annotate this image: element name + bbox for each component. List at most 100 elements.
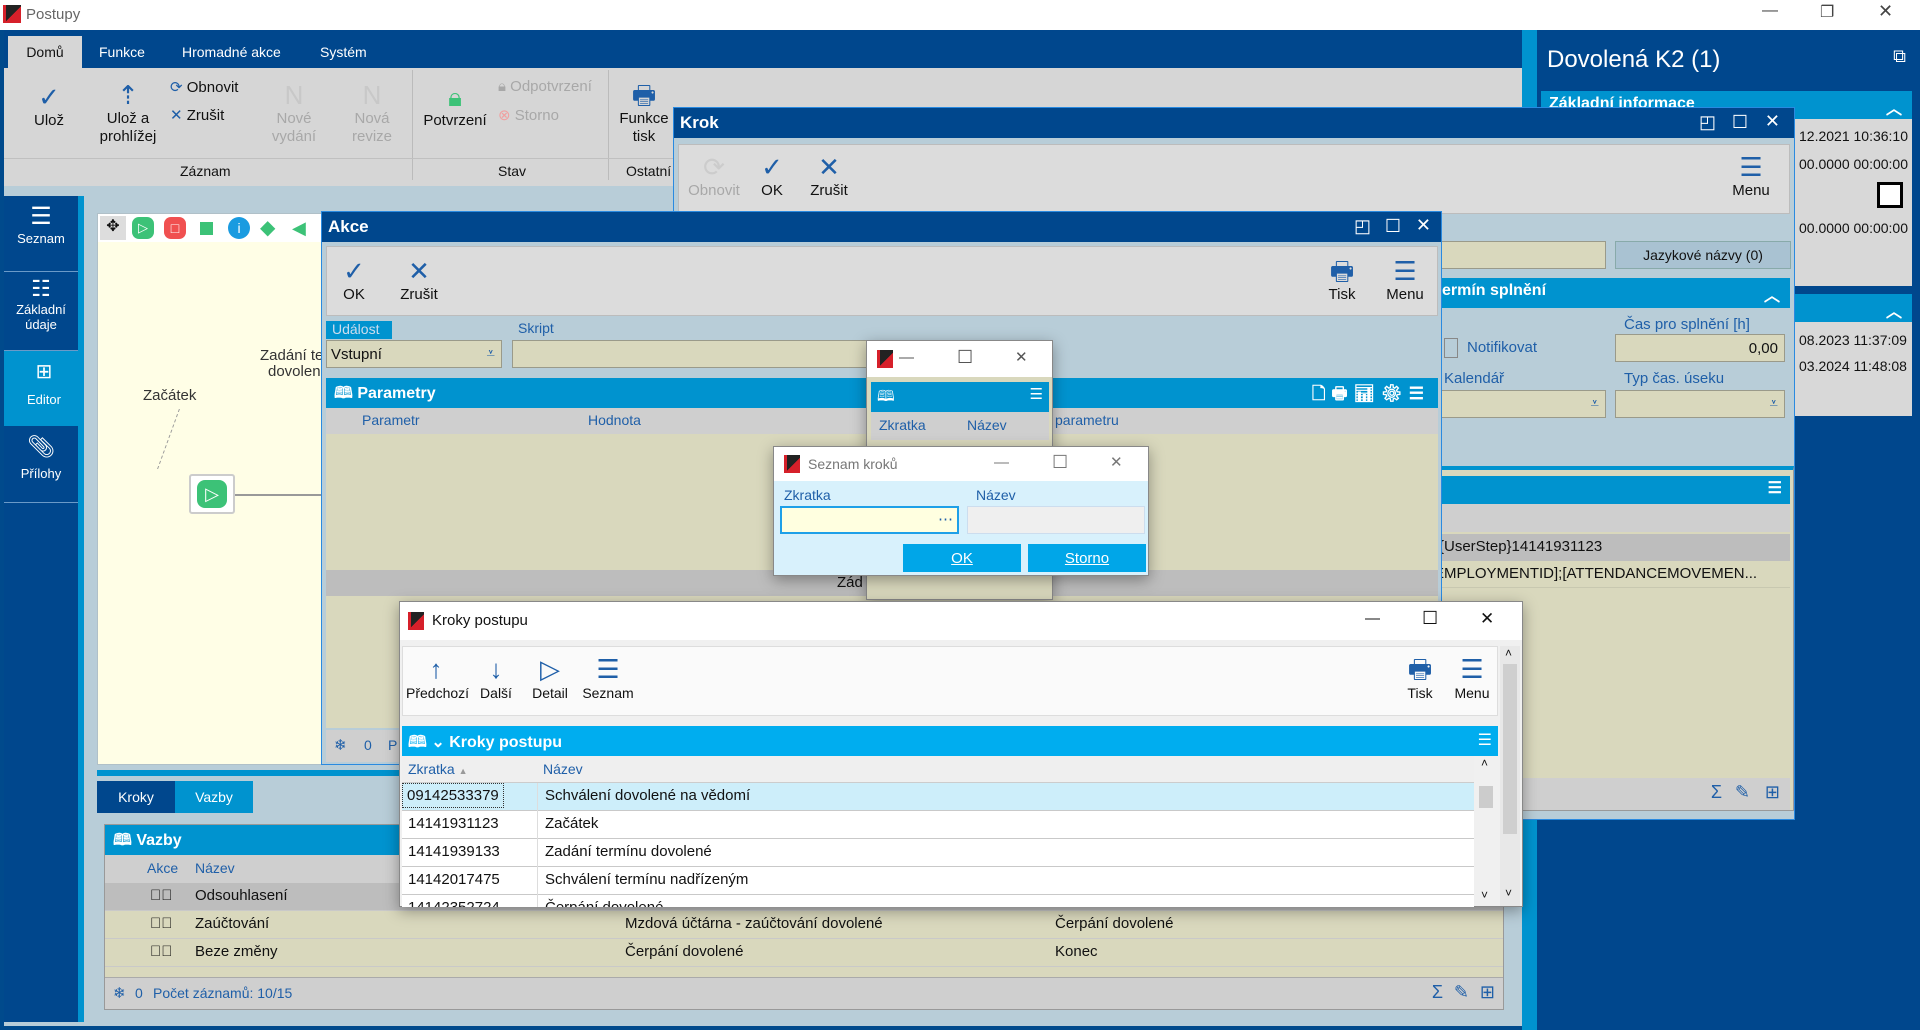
close-icon[interactable]: ✕ bbox=[1110, 454, 1123, 471]
notify-checkbox[interactable] bbox=[1444, 338, 1458, 358]
akce-print-button[interactable]: 🖶︎ Tisk bbox=[1322, 256, 1362, 304]
dock-icon[interactable]: ◰ bbox=[1353, 216, 1371, 236]
checkbox[interactable] bbox=[1877, 182, 1903, 208]
print-button[interactable]: 🖶︎ Tisk bbox=[1400, 654, 1440, 703]
table-row[interactable]: 09142533379 Schválení dovolené na vědomí bbox=[402, 783, 1474, 811]
calendar-select[interactable]: ⩡ bbox=[1434, 390, 1606, 418]
storno-button[interactable]: ⊗ Storno bbox=[498, 107, 559, 124]
next-button[interactable]: ↓ Další bbox=[476, 654, 516, 703]
table-row[interactable]: ✓⃝ Zaúčtování Mzdová účtárna - zaúčtování … bbox=[105, 911, 1503, 939]
table-row[interactable]: 14141931123 Začátek bbox=[402, 811, 1474, 839]
minimize-icon[interactable]: — bbox=[1365, 610, 1380, 627]
cancel-button[interactable]: ✕ Zrušit bbox=[170, 107, 225, 124]
unconfirm-button[interactable]: 🔒︎ Odpotvrzení bbox=[498, 78, 592, 95]
tab-hromadne-akce[interactable]: Hromadné akce bbox=[182, 44, 281, 60]
prev-button[interactable]: ↑ Předchozí bbox=[406, 654, 470, 701]
edit-icon[interactable]: ✎ bbox=[1453, 982, 1469, 1002]
sidebar-item-editor[interactable]: ⊞ Editor bbox=[4, 351, 84, 426]
dock-icon[interactable]: ◰ bbox=[1698, 112, 1716, 132]
maximize-icon[interactable]: ☐ bbox=[1422, 608, 1439, 628]
sum-icon[interactable]: Σ bbox=[1710, 782, 1722, 802]
krok-refresh-button[interactable]: ⟳ Obnovit bbox=[686, 152, 742, 200]
detail-button[interactable]: ▷ Detail bbox=[528, 654, 572, 703]
sidebar-item-prilohy[interactable]: 📎︎ Přílohy bbox=[4, 426, 78, 503]
name-field[interactable] bbox=[1434, 241, 1606, 269]
hamburger-icon[interactable]: ☰ bbox=[1767, 480, 1782, 497]
new-issue-button[interactable]: N Nové vydání bbox=[266, 80, 322, 146]
col-zkratka[interactable]: Zkratka ▲ bbox=[408, 761, 468, 777]
sidebar-item-seznam[interactable]: ☰ Seznam bbox=[4, 196, 78, 272]
table-row[interactable]: 14141939133 Zadání termínu dovolené bbox=[402, 839, 1474, 867]
akce-menu-button[interactable]: ☰ Menu bbox=[1380, 256, 1430, 304]
add-record-icon[interactable]: ⊞ bbox=[1479, 982, 1495, 1002]
minimize-icon[interactable]: — bbox=[994, 454, 1009, 471]
end-node-tool-icon[interactable]: □ bbox=[164, 217, 186, 239]
close-icon[interactable]: ✕ bbox=[1764, 111, 1780, 131]
event-select[interactable]: Vstupní ⩡ bbox=[326, 340, 502, 368]
menu-button[interactable]: ☰ Menu bbox=[1450, 654, 1494, 703]
decision-tool-icon[interactable]: ◆ bbox=[260, 217, 276, 239]
period-select[interactable]: ⩡ bbox=[1615, 390, 1785, 418]
col-nazev[interactable]: Název bbox=[967, 417, 1007, 433]
code-input[interactable]: ⋯ bbox=[780, 506, 959, 534]
move-tool-icon[interactable]: ✥ bbox=[100, 216, 126, 240]
deadline-section-header[interactable]: ermín splnění ︿ bbox=[1434, 278, 1790, 308]
list-button[interactable]: ☰ Seznam bbox=[580, 654, 636, 703]
filter-icon[interactable]: ❄ bbox=[113, 985, 126, 1002]
grid-row[interactable]: -{UserStep}14141931123 bbox=[1434, 534, 1790, 561]
add-record-icon[interactable]: ⊞ bbox=[1764, 782, 1780, 802]
table-row[interactable]: 14142017475 Schválení termínu nadřízeným bbox=[402, 867, 1474, 895]
arrow-tool-icon[interactable]: ◀ bbox=[292, 218, 306, 238]
minimize-button[interactable]: — bbox=[1762, 2, 1778, 19]
close-icon[interactable]: ✕ bbox=[1415, 215, 1431, 235]
params-toolbar-icons[interactable]: 🗋🖶︎📊︎⚙︎☰ bbox=[1311, 384, 1430, 403]
step-tool-icon[interactable] bbox=[200, 222, 213, 235]
close-icon[interactable]: ✕ bbox=[1015, 349, 1028, 366]
krok-ok-button[interactable]: ✓ OK bbox=[752, 152, 792, 200]
tab-vazby[interactable]: Vazby bbox=[175, 781, 253, 813]
new-revision-button[interactable]: N Nová revize bbox=[344, 80, 400, 146]
time-field[interactable]: 0,00 bbox=[1615, 334, 1785, 362]
krok-menu-button[interactable]: ☰ Menu bbox=[1726, 152, 1776, 200]
storno-button[interactable]: Storno bbox=[1028, 544, 1146, 572]
col-parametr[interactable]: Parametr bbox=[362, 412, 420, 428]
maximize-icon[interactable]: ☐ bbox=[1731, 112, 1748, 132]
sum-icon[interactable]: Σ bbox=[1431, 982, 1443, 1002]
grid-scrollbar[interactable]: ˄ ˅ bbox=[1476, 756, 1496, 906]
tab-domu[interactable]: Domů bbox=[8, 36, 82, 68]
col-zkratka[interactable]: Zkratka bbox=[879, 417, 926, 433]
akce-ok-button[interactable]: ✓ OK bbox=[334, 256, 374, 304]
maximize-icon[interactable]: ☐ bbox=[1384, 216, 1401, 236]
start-node[interactable]: ▷ bbox=[189, 474, 235, 514]
grid-row[interactable]: EMPLOYMENTID];[ATTENDANCEMOVEMEN... bbox=[1434, 561, 1790, 588]
tab-system[interactable]: Systém bbox=[320, 44, 367, 60]
minimize-icon[interactable]: — bbox=[899, 349, 914, 366]
col-akce[interactable]: Akce bbox=[147, 860, 179, 876]
language-names-button[interactable]: Jazykové názvy (0) bbox=[1615, 241, 1791, 269]
print-func-button[interactable]: 🖶︎ Funkce tisk bbox=[616, 80, 672, 146]
ellipsis-icon[interactable]: ⋯ bbox=[938, 511, 953, 528]
col-parametru[interactable]: parametru bbox=[1055, 412, 1119, 428]
col-hodnota[interactable]: Hodnota bbox=[588, 412, 641, 428]
confirm-button[interactable]: 🔒︎ Potvrzení bbox=[418, 82, 492, 130]
krok-cancel-button[interactable]: ✕ Zrušit bbox=[804, 152, 854, 200]
akce-cancel-button[interactable]: ✕ Zrušit bbox=[394, 256, 444, 304]
name-input[interactable] bbox=[967, 506, 1145, 534]
editor-canvas[interactable]: ✥ ▷ □ i ◆ ◀ Začátek Zadání te dovolen ▷ bbox=[97, 213, 328, 765]
tab-funkce[interactable]: Funkce bbox=[99, 44, 145, 60]
edit-icon[interactable]: ✎ bbox=[1734, 782, 1750, 802]
save-view-button[interactable]: ⇡ Ulož a prohlížej bbox=[88, 80, 168, 146]
refresh-button[interactable]: ⟳ Obnovit bbox=[170, 79, 239, 96]
hamburger-icon[interactable]: ☰ bbox=[1477, 732, 1492, 749]
table-row[interactable]: 14142352724 Čerpání dovolené bbox=[402, 895, 1474, 907]
info-tool-icon[interactable]: i bbox=[228, 217, 250, 239]
start-node-tool-icon[interactable]: ▷ bbox=[132, 217, 154, 239]
col-nazev[interactable]: Název bbox=[543, 761, 583, 777]
table-row[interactable]: ✓⃝ Beze změny Čerpání dovolené Konec bbox=[105, 939, 1503, 967]
close-icon[interactable]: ✕ bbox=[1480, 609, 1495, 628]
hamburger-icon[interactable]: ☰ bbox=[1029, 386, 1043, 403]
script-field[interactable] bbox=[512, 340, 876, 368]
ok-button[interactable]: OK bbox=[903, 544, 1021, 572]
maximize-icon[interactable]: ☐ bbox=[1052, 452, 1069, 472]
close-button[interactable]: ✕ bbox=[1878, 1, 1894, 21]
